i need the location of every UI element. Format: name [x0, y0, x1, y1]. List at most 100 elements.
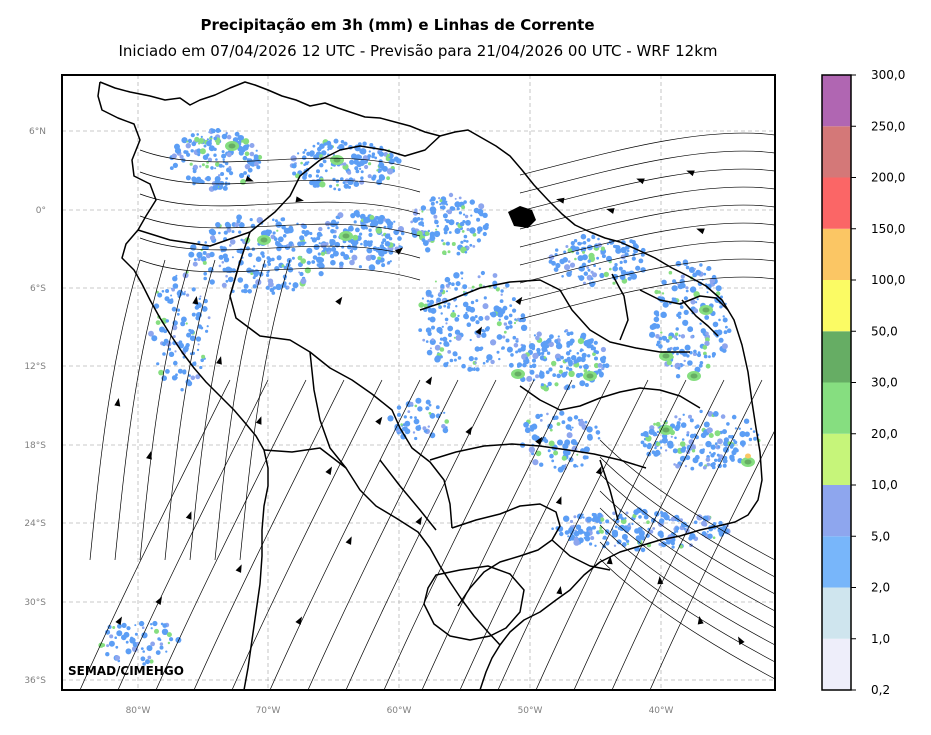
streamline	[139, 215, 421, 237]
streamline	[231, 379, 383, 690]
streamline-arrow	[114, 398, 121, 407]
streamline-arrow	[556, 197, 565, 204]
streamline	[139, 237, 421, 259]
streamline-arrow	[636, 178, 645, 185]
credit-text: SEMAD/CIMEHGO	[68, 664, 184, 678]
colorbar-label: 200,0	[871, 171, 905, 185]
grid-lines	[62, 75, 775, 690]
streamline	[599, 541, 775, 663]
streamline	[139, 171, 421, 193]
streamline	[519, 222, 775, 266]
streamline-arrow	[425, 376, 432, 385]
colorbar-label: 1,0	[871, 632, 890, 646]
streamline	[139, 259, 191, 561]
colorbar-label: 2,0	[871, 581, 890, 595]
latitude-ticks: 6°N 0° 6°S 12°S 18°S 24°S 30°S 36°S	[24, 127, 46, 686]
streamline-arrow	[235, 564, 242, 573]
lon-tick-label: 60°W	[387, 706, 412, 716]
map-subtitle: Iniciado em 07/04/2026 12 UTC - Previsão…	[118, 42, 718, 60]
streamline	[383, 379, 535, 690]
streamline-arrow	[738, 636, 745, 645]
lat-tick-label: 6°N	[29, 127, 46, 137]
streamline-arrow	[146, 451, 152, 460]
streamline-arrow	[606, 556, 613, 565]
lat-tick-label: 30°S	[24, 598, 46, 608]
streamline-arrow	[535, 436, 543, 445]
colorbar-label: 30,0	[871, 376, 898, 390]
colorbar-label: 100,0	[871, 273, 905, 287]
colorbar-segment	[822, 177, 851, 229]
streamline	[519, 186, 775, 230]
colorbar: 0,2 1,0 2,0 5,0 10,0 20,0 30,0 50,0 100,0 150,0 20…	[821, 68, 905, 697]
streamline	[139, 259, 421, 281]
colorbar-label: 300,0	[871, 68, 905, 82]
lat-tick-label: 36°S	[24, 676, 46, 686]
lat-tick-label: 24°S	[24, 519, 46, 529]
streamline-arrow	[295, 616, 302, 625]
streamline	[519, 258, 775, 302]
lon-tick-label: 70°W	[256, 706, 281, 716]
streamline-arrow	[686, 170, 695, 177]
streamline-arrow	[465, 426, 472, 435]
streamline	[599, 439, 775, 561]
streamline-arrow	[657, 576, 664, 585]
lat-tick-label: 12°S	[24, 362, 46, 372]
streamline-arrow	[475, 326, 482, 335]
colorbar-segment	[822, 485, 851, 537]
streamline	[164, 259, 216, 561]
country-borders	[97, 81, 763, 690]
streamline	[649, 429, 775, 690]
streamline	[89, 259, 141, 561]
streamline-arrow	[345, 536, 352, 545]
streamline	[519, 132, 775, 176]
lat-tick-label: 18°S	[24, 441, 46, 451]
precipitation-field	[98, 128, 761, 666]
streamline	[214, 259, 266, 561]
streamline	[345, 379, 497, 690]
streamline-arrow	[335, 296, 343, 305]
streamline	[155, 379, 307, 690]
map-title: Precipitação em 3h (mm) e Linhas de Corr…	[200, 16, 595, 34]
colorbar-segment	[822, 75, 851, 127]
streamline	[519, 204, 775, 248]
streamline	[239, 259, 291, 561]
streamline	[117, 379, 269, 690]
streamline	[139, 193, 421, 215]
streamline	[519, 150, 775, 194]
streamline-arrow	[216, 356, 222, 365]
streamline	[599, 456, 775, 578]
streamline-arrow	[255, 416, 262, 425]
longitude-ticks: 80°W 70°W 60°W 50°W 40°W	[126, 706, 674, 716]
map-frame	[61, 74, 776, 691]
streamline-arrow	[606, 208, 615, 214]
streamline	[307, 379, 459, 690]
streamline-arrow	[192, 296, 199, 305]
streamline-arrow	[697, 616, 704, 625]
streamline	[599, 524, 775, 646]
streamline	[497, 379, 649, 690]
streamline-arrow	[115, 616, 122, 625]
streamline	[421, 379, 573, 690]
colorbar-label: 150,0	[871, 222, 905, 236]
streamline	[114, 259, 166, 561]
streamline	[599, 558, 775, 680]
streamline-arrow	[375, 416, 383, 425]
colorbar-segment	[822, 433, 851, 485]
colorbar-segment	[822, 126, 851, 178]
lon-tick-label: 80°W	[126, 706, 151, 716]
streamline	[599, 507, 775, 629]
streamline	[189, 259, 241, 561]
colorbar-label: 50,0	[871, 324, 898, 338]
colorbar-label: 250,0	[871, 119, 905, 133]
lat-tick-label: 6°S	[30, 284, 46, 294]
streamline-arrow	[325, 466, 332, 475]
streamlines	[79, 132, 775, 690]
streamline-arrow	[245, 175, 254, 182]
colorbar-label: 0,2	[871, 683, 890, 697]
streamline	[79, 379, 231, 690]
streamline-arrow	[295, 196, 304, 203]
marajo-island	[508, 206, 536, 228]
colorbar-label: 5,0	[871, 529, 890, 543]
lat-tick-label: 0°	[36, 206, 46, 216]
